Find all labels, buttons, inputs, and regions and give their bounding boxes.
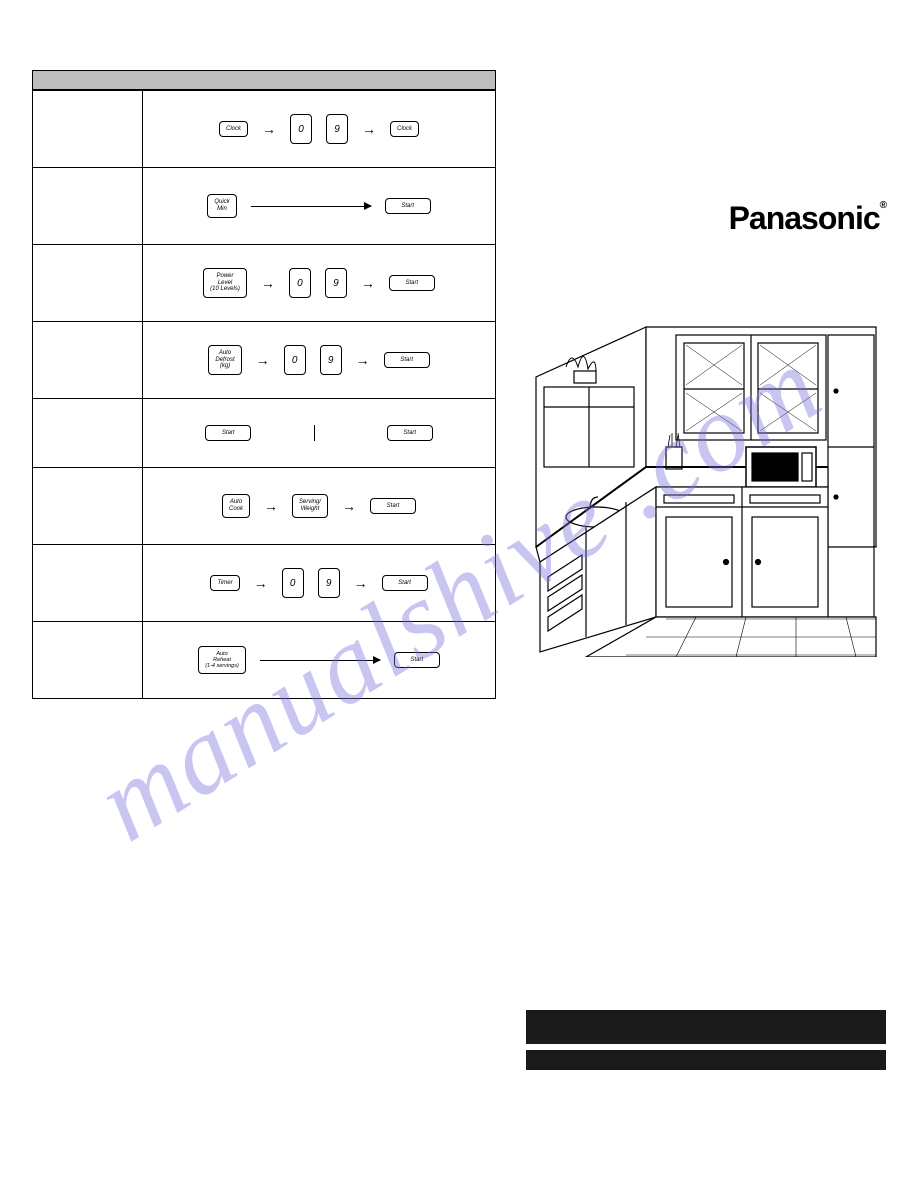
arrow-icon: → [362,122,376,136]
row-label [33,468,143,545]
arrow-icon [260,660,380,661]
row-label [33,168,143,245]
arrow-icon: → [262,122,276,136]
arrow-icon: → [342,499,356,513]
start-button: Start [370,498,416,515]
arrow-icon: → [254,576,268,590]
row-label [33,622,143,699]
auto-reheat-button: Auto Reheat (1-4 servings) [198,646,246,674]
table-row: Clock → 0 9 → Clock [33,91,496,168]
start-button: Start [389,275,435,292]
row-label [33,322,143,399]
quick-guide-header-bar [32,70,496,90]
digit-9: 9 [318,568,340,598]
row-flow: Auto Defrost (kg) → 0 9 → Start [143,322,496,399]
arrow-icon: → [356,353,370,367]
brand-text: Panasonic [729,200,880,236]
table-row: Timer → 0 9 → Start [33,545,496,622]
arrow-icon: → [264,499,278,513]
quick-min-button: Quick Min [207,194,236,217]
power-level-button: Power Level (10 Levels) [203,268,247,298]
cover-panel: Panasonic® [526,70,886,1156]
digit-9: 9 [326,114,348,144]
start-button: Start [394,652,440,669]
auto-defrost-button: Auto Defrost (kg) [208,345,241,375]
digit-0: 0 [289,268,311,298]
arrow-icon: → [361,276,375,290]
auto-cook-button: Auto Cook [222,494,250,517]
row-flow: Quick Min Start [143,168,496,245]
quick-guide-panel: Clock → 0 9 → Clock Quick Min St [32,70,496,1156]
start-button: Start [384,352,430,369]
timer-button: Timer [210,575,239,592]
row-label [33,399,143,468]
start-button: Start [205,425,251,442]
black-bar [526,1050,886,1070]
brand-logo: Panasonic® [526,200,886,237]
arrow-icon: → [261,276,275,290]
clock-button: Clock [219,121,248,138]
page-root: Clock → 0 9 → Clock Quick Min St [32,70,886,1156]
start-button: Start [387,425,433,442]
row-flow: Auto Cook → Serving/ Weight → Start [143,468,496,545]
table-row: Power Level (10 Levels) → 0 9 → Start [33,245,496,322]
black-bar [526,1010,886,1044]
row-label [33,91,143,168]
serving-weight-button: Serving/ Weight [292,494,328,517]
row-flow: Clock → 0 9 → Clock [143,91,496,168]
digit-0: 0 [290,114,312,144]
clock-button: Clock [390,121,419,138]
kitchen-illustration [526,297,886,657]
start-button: Start [385,198,431,215]
row-flow: Auto Reheat (1-4 servings) Start [143,622,496,699]
row-flow: Power Level (10 Levels) → 0 9 → Start [143,245,496,322]
digit-0: 0 [284,345,306,375]
row-label [33,245,143,322]
title-bars [526,1010,886,1076]
digit-0: 0 [282,568,304,598]
start-button: Start [382,575,428,592]
row-flow: Timer → 0 9 → Start [143,545,496,622]
arrow-icon: → [354,576,368,590]
arrow-icon [251,206,371,207]
quick-guide-table: Clock → 0 9 → Clock Quick Min St [32,90,496,699]
table-row: Start Start [33,399,496,468]
table-row: Auto Cook → Serving/ Weight → Start [33,468,496,545]
table-row: Quick Min Start [33,168,496,245]
digit-9: 9 [325,268,347,298]
row-flow: Start Start [143,399,496,468]
table-row: Auto Reheat (1-4 servings) Start [33,622,496,699]
digit-9: 9 [320,345,342,375]
arrow-icon: → [256,353,270,367]
registered-mark: ® [880,200,886,211]
table-row: Auto Defrost (kg) → 0 9 → Start [33,322,496,399]
row-label [33,545,143,622]
